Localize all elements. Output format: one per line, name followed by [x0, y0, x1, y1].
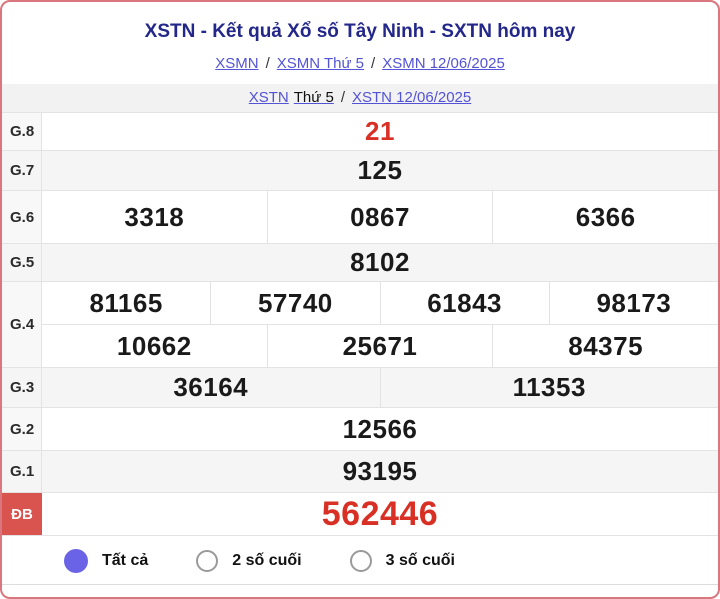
prize-values-g4: 81165 57740 61843 98173 10662 25671 84375: [42, 282, 718, 367]
filter-option[interactable]: Tất cả: [64, 549, 148, 573]
prize-values-g7: 125: [42, 151, 718, 190]
prize-number: 0867: [266, 191, 493, 243]
prize-label-g1: G.1: [2, 451, 42, 492]
prize-value-line: 93195: [42, 451, 718, 492]
results-table: G.8 21 G.7 125 G.6 3318 0867 6366 G.5 8102 G.4 8116…: [2, 112, 718, 536]
prize-values-g1: 93195: [42, 451, 718, 492]
prize-value-line: 125: [42, 151, 718, 190]
breadcrumb-link[interactable]: XSMN 12/06/2025: [382, 55, 505, 72]
prize-number: 562446: [321, 494, 439, 533]
prize-number: 21: [365, 116, 395, 146]
prize-number: 57740: [210, 282, 379, 324]
prize-value-line: 10662 25671 84375: [42, 324, 718, 367]
prize-values-db: 562446: [42, 493, 718, 535]
breadcrumb-separator: /: [371, 55, 376, 72]
breadcrumb-link-text[interactable]: XSMN: [215, 55, 259, 72]
filter-option[interactable]: 3 số cuối: [349, 550, 455, 572]
prize-number: 98173: [548, 282, 718, 324]
prize-label-g8: G.8: [2, 113, 42, 150]
prize-values-g2: 12566: [42, 408, 718, 450]
prize-number: 93195: [342, 456, 418, 486]
prize-row-g5: G.5 8102: [2, 244, 718, 282]
prize-number: 125: [357, 155, 403, 185]
prize-label-g2: G.2: [2, 408, 42, 450]
header: XSTN - Kết quả Xổ số Tây Ninh - SXTN hôm…: [2, 2, 718, 112]
bottom-divider: [2, 584, 718, 585]
filter-option-label[interactable]: 2 số cuối: [232, 552, 302, 569]
page-title: XSTN - Kết quả Xổ số Tây Ninh - SXTN hôm…: [144, 21, 576, 42]
filter-option-label[interactable]: 3 số cuối: [385, 552, 455, 569]
breadcrumb-link[interactable]: XSMN: [215, 55, 258, 72]
filter-options: Tất cả 2 số cuối 3 số cuối: [2, 536, 718, 586]
breadcrumb-link-text[interactable]: XSTN 12/06/2025: [352, 89, 472, 106]
prize-label-g5: G.5: [2, 244, 42, 281]
prize-number: 36164: [173, 372, 249, 402]
prize-label-g7: G.7: [2, 151, 42, 190]
breadcrumb-link[interactable]: XSTN 12/06/2025: [352, 89, 471, 106]
prize-row-g1: G.1 93195: [2, 451, 718, 493]
filter-option[interactable]: 2 số cuối: [196, 550, 302, 572]
prize-values-g6: 3318 0867 6366: [42, 191, 718, 243]
prize-row-db: ĐB 562446: [2, 493, 718, 536]
prize-values-g3: 36164 11353: [42, 368, 718, 407]
prize-label-db: ĐB: [2, 493, 42, 535]
prize-value-line: 562446: [42, 493, 718, 535]
prize-value-line: 12566: [42, 408, 718, 450]
breadcrumb-plain-text: Thứ 5: [293, 89, 334, 106]
breadcrumb-separator: /: [340, 89, 345, 106]
prize-number: 12566: [342, 413, 418, 444]
filter-option-label[interactable]: Tất cả: [102, 552, 149, 569]
radio-unselected-icon[interactable]: [196, 550, 219, 572]
prize-label-g3: G.3: [2, 368, 42, 407]
radio-selected-icon[interactable]: [64, 549, 88, 573]
prize-number: 8102: [350, 247, 410, 277]
prize-row-g3: G.3 36164 11353: [2, 368, 718, 408]
prize-number: 3318: [124, 201, 185, 232]
prize-value-line: 36164 11353: [42, 368, 718, 407]
breadcrumb-secondary: XSTN Thứ 5 / XSTN 12/06/2025: [2, 84, 718, 112]
breadcrumb-link-text[interactable]: XSMN Thứ 5: [276, 55, 365, 72]
prize-number: 84375: [492, 325, 718, 367]
prize-value-line: 8102: [42, 244, 718, 281]
prize-row-g6: G.6 3318 0867 6366: [2, 191, 718, 244]
prize-number: 81165: [89, 287, 163, 318]
breadcrumb-link[interactable]: XSMN Thứ 5: [277, 55, 364, 72]
prize-label-g4: G.4: [2, 282, 42, 367]
prize-row-g2: G.2 12566: [2, 408, 718, 451]
prize-row-g8: G.8 21: [2, 113, 718, 151]
breadcrumb-link-text[interactable]: XSTN: [248, 89, 289, 106]
breadcrumb-primary: XSMN / XSMN Thứ 5 / XSMN 12/06/2025: [2, 52, 718, 76]
prize-number: 10662: [116, 330, 192, 361]
prize-row-g7: G.7 125: [2, 151, 718, 191]
prize-number: 25671: [266, 325, 493, 367]
prize-label-g6: G.6: [2, 191, 42, 243]
radio-unselected-icon[interactable]: [349, 550, 372, 572]
prize-number: 61843: [379, 282, 549, 324]
prize-value-line: 3318 0867 6366: [42, 191, 718, 243]
prize-number: 11353: [379, 368, 719, 407]
prize-value-line: 21: [42, 113, 718, 150]
prize-number: 6366: [492, 191, 718, 243]
prize-value-line: 81165 57740 61843 98173: [42, 282, 718, 324]
prize-values-g5: 8102: [42, 244, 718, 281]
breadcrumb-separator: /: [265, 55, 270, 72]
breadcrumb-link-text[interactable]: XSMN 12/06/2025: [382, 55, 505, 72]
breadcrumb-link[interactable]: XSTN Thứ 5: [249, 89, 334, 106]
prize-row-g4: G.4 81165 57740 61843 98173 10662 25671 84375: [2, 282, 718, 368]
prize-values-g8: 21: [42, 113, 718, 150]
